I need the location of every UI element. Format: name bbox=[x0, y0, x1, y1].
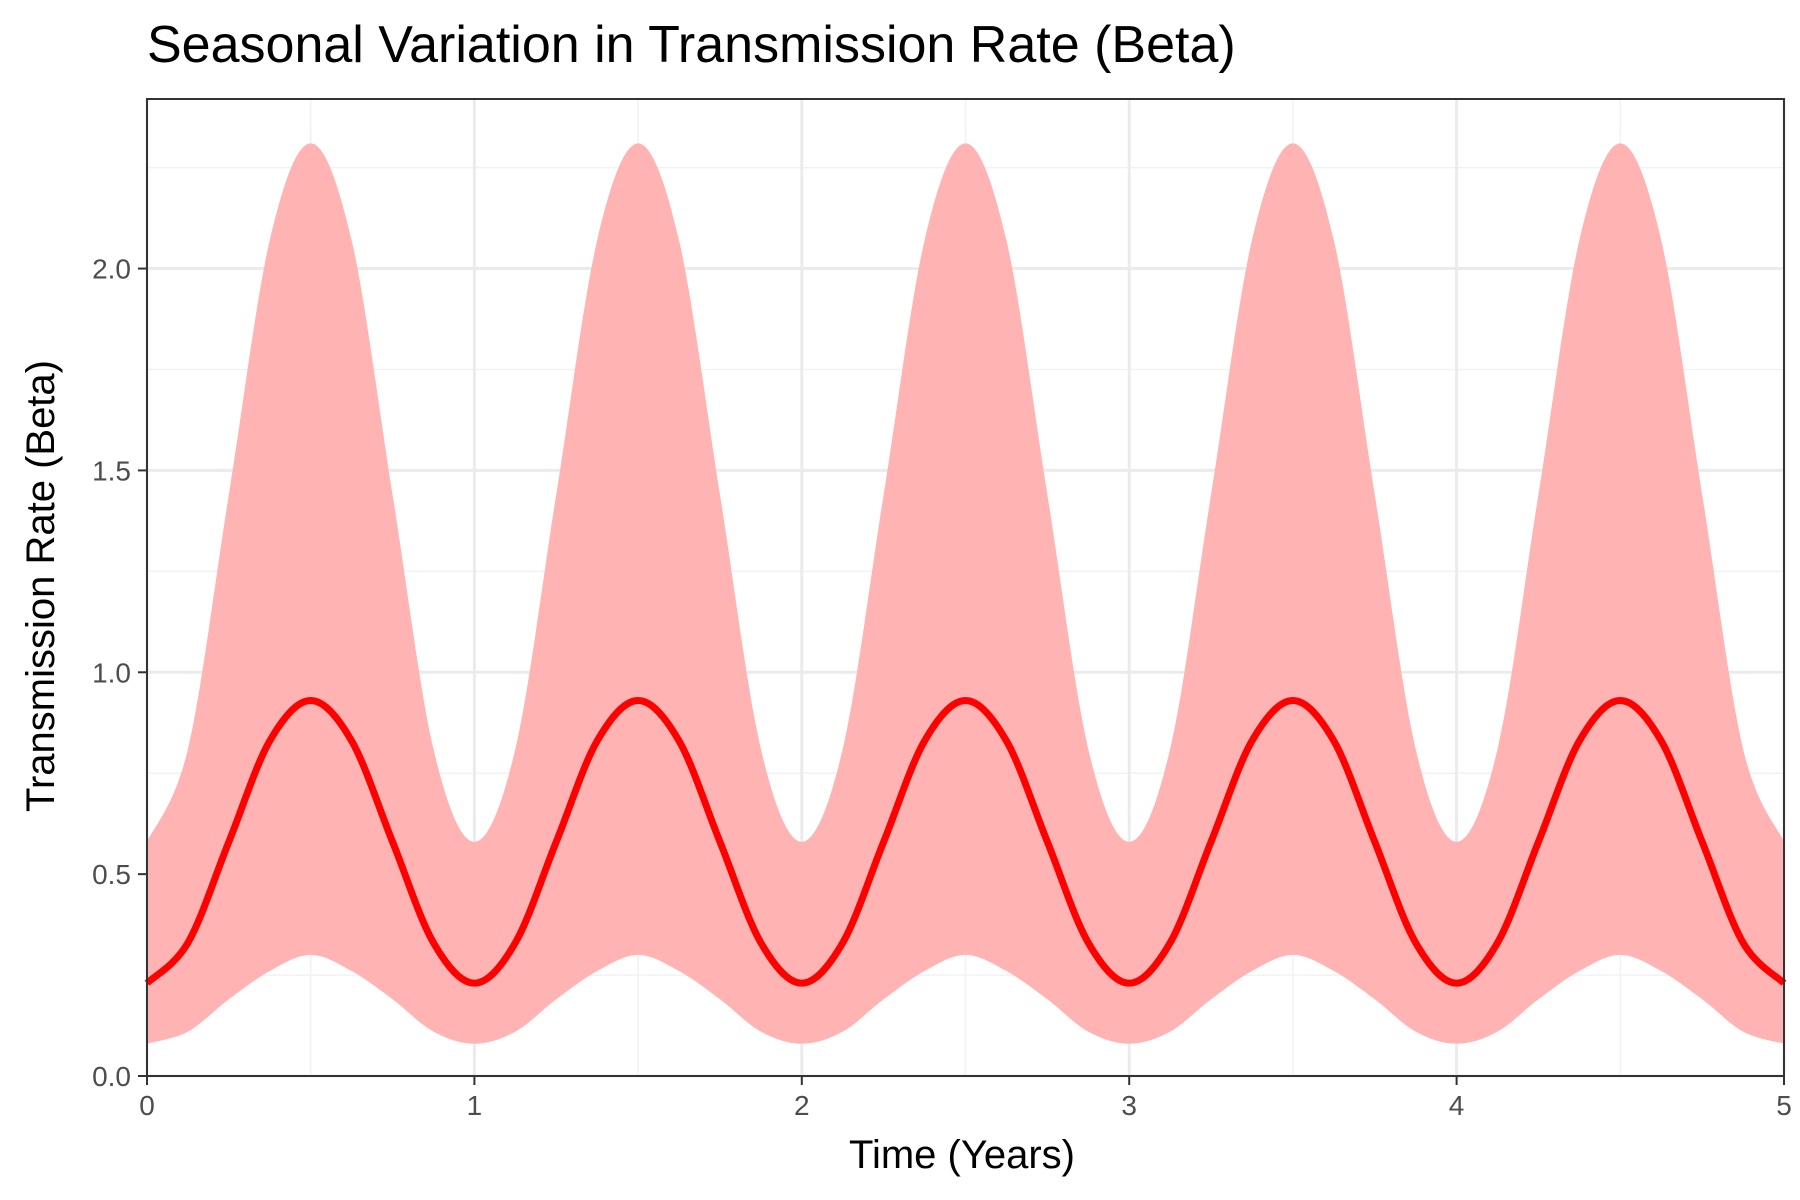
x-tick-label: 4 bbox=[1449, 1090, 1465, 1121]
y-axis-title: Transmission Rate (Beta) bbox=[19, 360, 63, 812]
x-tick-label: 1 bbox=[467, 1090, 483, 1121]
x-tick-label: 5 bbox=[1776, 1090, 1792, 1121]
x-axis: 0 1 2 3 4 5 bbox=[139, 1076, 1792, 1121]
x-tick-label: 3 bbox=[1121, 1090, 1137, 1121]
y-tick-label: 1.0 bbox=[92, 657, 131, 688]
y-axis: 0.0 0.5 1.0 1.5 2.0 bbox=[92, 254, 147, 1092]
y-tick-label: 2.0 bbox=[92, 254, 131, 285]
chart-title: Seasonal Variation in Transmission Rate … bbox=[147, 16, 1236, 74]
y-tick-label: 0.0 bbox=[92, 1061, 131, 1092]
plot-panel-border bbox=[146, 98, 1785, 1077]
y-tick-label: 1.5 bbox=[92, 455, 131, 486]
y-tick-label: 0.5 bbox=[92, 859, 131, 890]
plot-area: 0 1 2 3 4 5 0.0 0.5 1.0 1.5 2.0 bbox=[92, 98, 1792, 1121]
beta-line bbox=[144, 697, 1787, 987]
x-tick-label: 0 bbox=[139, 1090, 155, 1121]
confidence-ribbon bbox=[147, 143, 1784, 1044]
x-axis-title: Time (Years) bbox=[849, 1133, 1075, 1177]
x-tick-label: 2 bbox=[794, 1090, 810, 1121]
